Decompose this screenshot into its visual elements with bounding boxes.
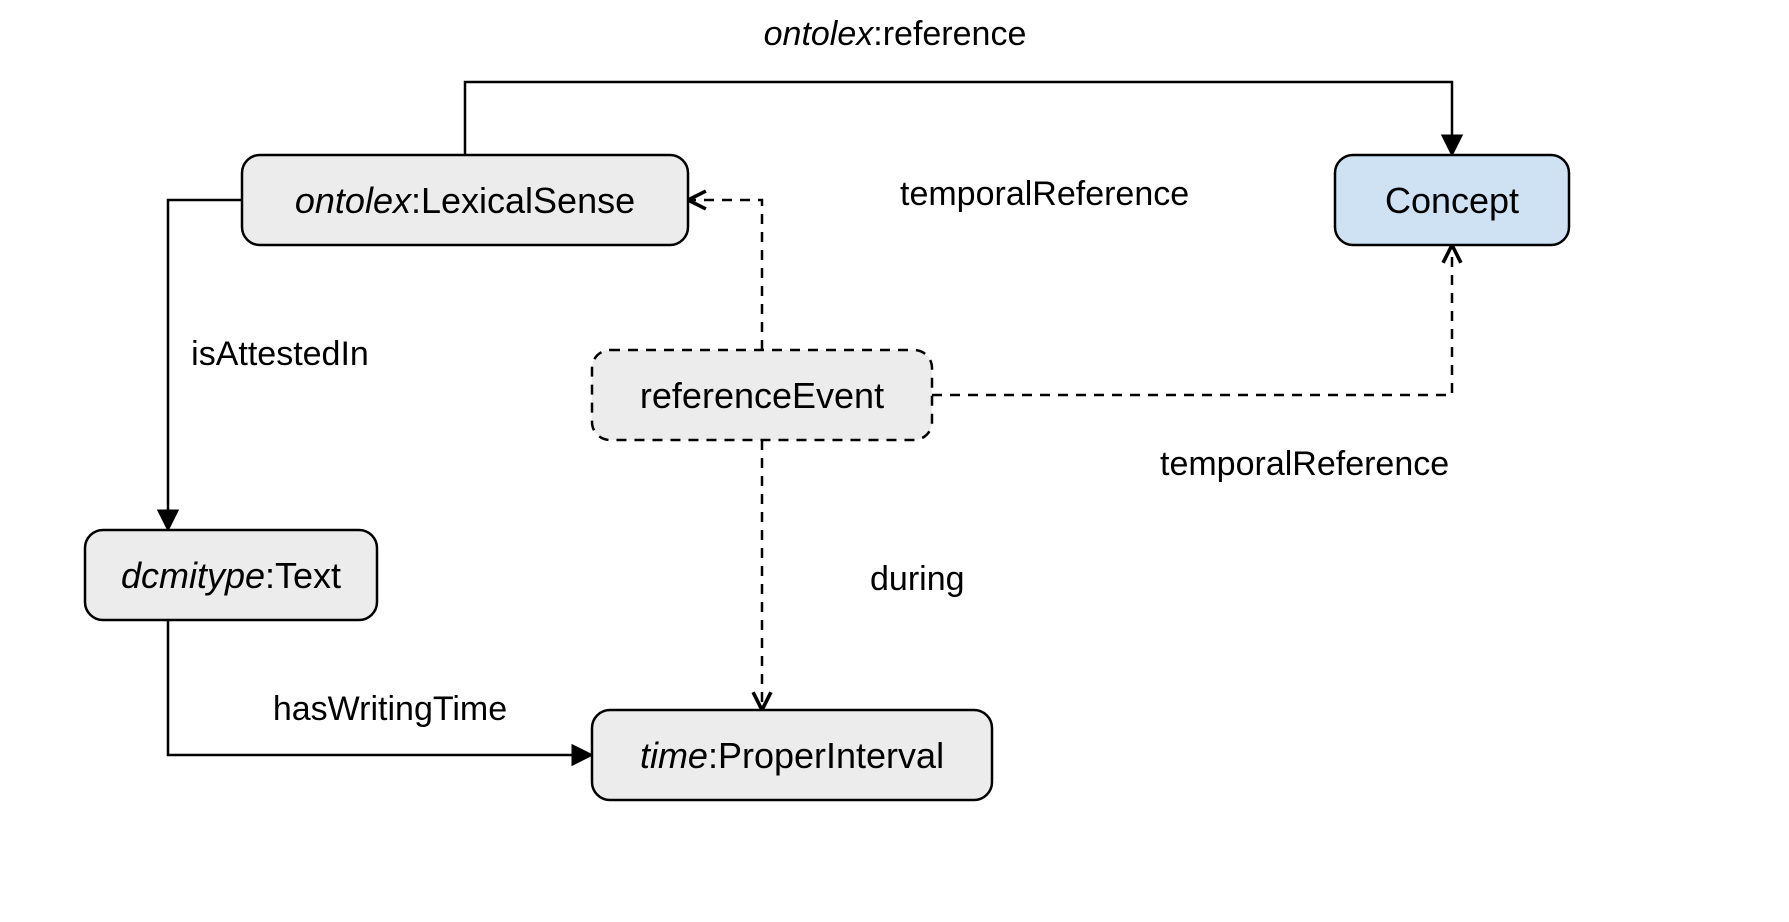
edge-ontolex-reference: ontolex:reference: [465, 15, 1452, 155]
node-label-reference-event: referenceEvent: [640, 375, 884, 416]
edge-label-during: during: [870, 560, 965, 598]
edge-label-is-attested-in: isAttestedIn: [191, 335, 369, 373]
node-concept: Concept: [1335, 155, 1569, 245]
edge-label-temporal-reference-2: temporalReference: [1160, 445, 1449, 483]
node-proper-interval: time:ProperInterval: [592, 710, 992, 800]
edge-is-attested-in: isAttestedIn: [168, 200, 369, 530]
edge-line: [932, 245, 1452, 395]
node-dcmitype-text: dcmitype:Text: [85, 530, 377, 620]
edge-line: [465, 82, 1452, 155]
node-label-proper-interval: time:ProperInterval: [640, 735, 944, 776]
edge-has-writing-time: hasWritingTime: [168, 620, 592, 755]
edge-line: [688, 200, 762, 350]
node-reference-event: referenceEvent: [592, 350, 932, 440]
node-label-dcmitype-text: dcmitype:Text: [121, 555, 341, 596]
node-lexical-sense: ontolex:LexicalSense: [242, 155, 688, 245]
edge-label-ontolex-reference: ontolex:reference: [764, 15, 1027, 53]
edge-temporal-reference-1: temporalReference: [688, 175, 1189, 350]
edge-line: [168, 620, 592, 755]
edge-label-temporal-reference-1: temporalReference: [900, 175, 1189, 213]
edge-temporal-reference-2: temporalReference: [932, 245, 1452, 483]
edge-during: during: [762, 440, 965, 710]
node-label-lexical-sense: ontolex:LexicalSense: [295, 180, 635, 221]
node-label-concept: Concept: [1385, 180, 1519, 221]
edge-label-has-writing-time: hasWritingTime: [273, 690, 507, 728]
